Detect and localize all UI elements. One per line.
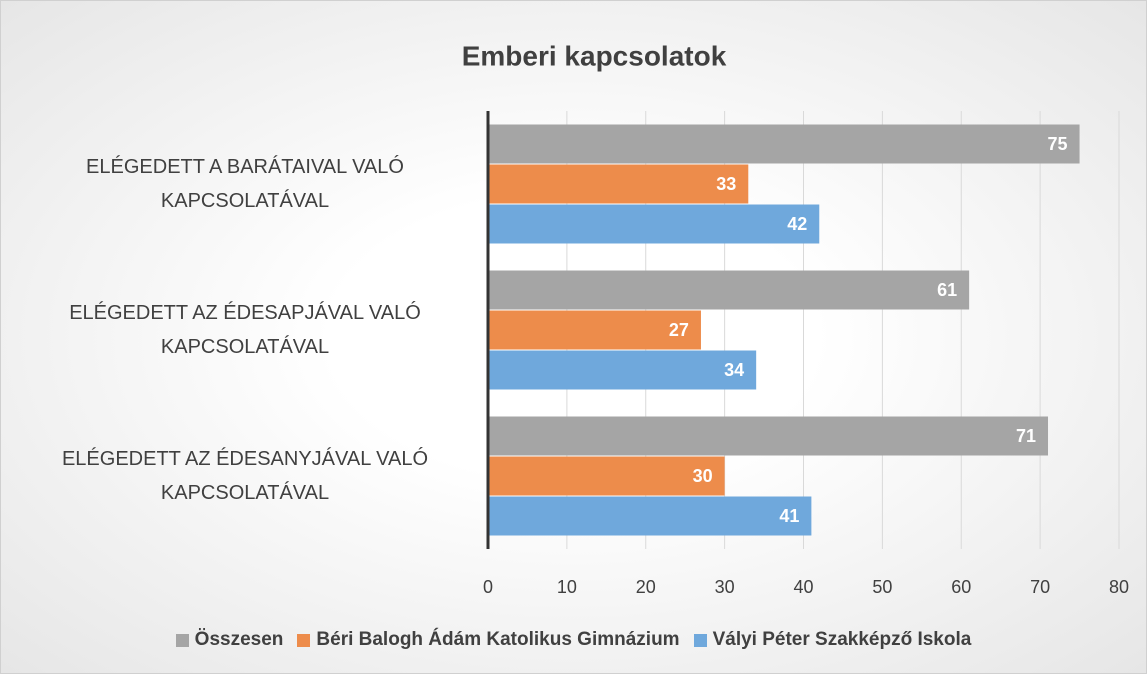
legend-item: Vályi Péter Szakképző Iskola	[693, 629, 972, 651]
bar	[488, 270, 970, 310]
bar	[488, 416, 1049, 456]
data-label: 27	[669, 320, 689, 340]
bar	[488, 456, 725, 496]
x-tick-label: 50	[872, 577, 892, 597]
legend-item: Összesen	[175, 629, 284, 651]
legend-label: Béri Balogh Ádám Katolikus Gimnázium	[316, 629, 680, 650]
x-tick-label: 20	[636, 577, 656, 597]
legend-swatch	[297, 633, 311, 647]
x-tick-label: 60	[951, 577, 971, 597]
data-label: 42	[787, 214, 807, 234]
data-label: 30	[693, 466, 713, 486]
data-label: 34	[724, 360, 744, 380]
bar	[488, 124, 1080, 164]
bar	[488, 310, 701, 350]
data-label: 41	[779, 506, 799, 526]
legend-swatch	[175, 633, 189, 647]
y-tick-label: ELÉGEDETT A BARÁTAIVAL VALÓ KAPCSOLATÁVA…	[86, 156, 404, 212]
x-tick-label: 80	[1109, 577, 1129, 597]
x-tick-label: 0	[483, 577, 493, 597]
bar	[488, 164, 749, 204]
y-tick-label: ELÉGEDETT AZ ÉDESANYJÁVAL VALÓ KAPCSOLAT…	[61, 448, 429, 504]
data-label: 61	[937, 280, 957, 300]
legend-swatch	[693, 633, 707, 647]
data-label: 33	[716, 174, 736, 194]
x-tick-label: 30	[715, 577, 735, 597]
legend-label: Összesen	[194, 629, 284, 650]
chart-title: Emberi kapcsolatok	[462, 40, 727, 71]
x-tick-label: 10	[557, 577, 577, 597]
data-label: 75	[1048, 134, 1068, 154]
legend-label: Vályi Péter Szakképző Iskola	[712, 629, 972, 650]
bar	[488, 350, 757, 390]
x-tick-label: 70	[1030, 577, 1050, 597]
y-tick-label: ELÉGEDETT AZ ÉDESAPJÁVAL VALÓ KAPCSOLATÁ…	[69, 302, 421, 358]
legend: Összesen Béri Balogh Ádám Katolikus Gimná…	[1, 629, 1146, 651]
x-tick-label: 40	[793, 577, 813, 597]
bar	[488, 496, 812, 536]
data-label: 71	[1016, 426, 1036, 446]
bar	[488, 204, 820, 244]
legend-item: Béri Balogh Ádám Katolikus Gimnázium	[297, 629, 680, 651]
